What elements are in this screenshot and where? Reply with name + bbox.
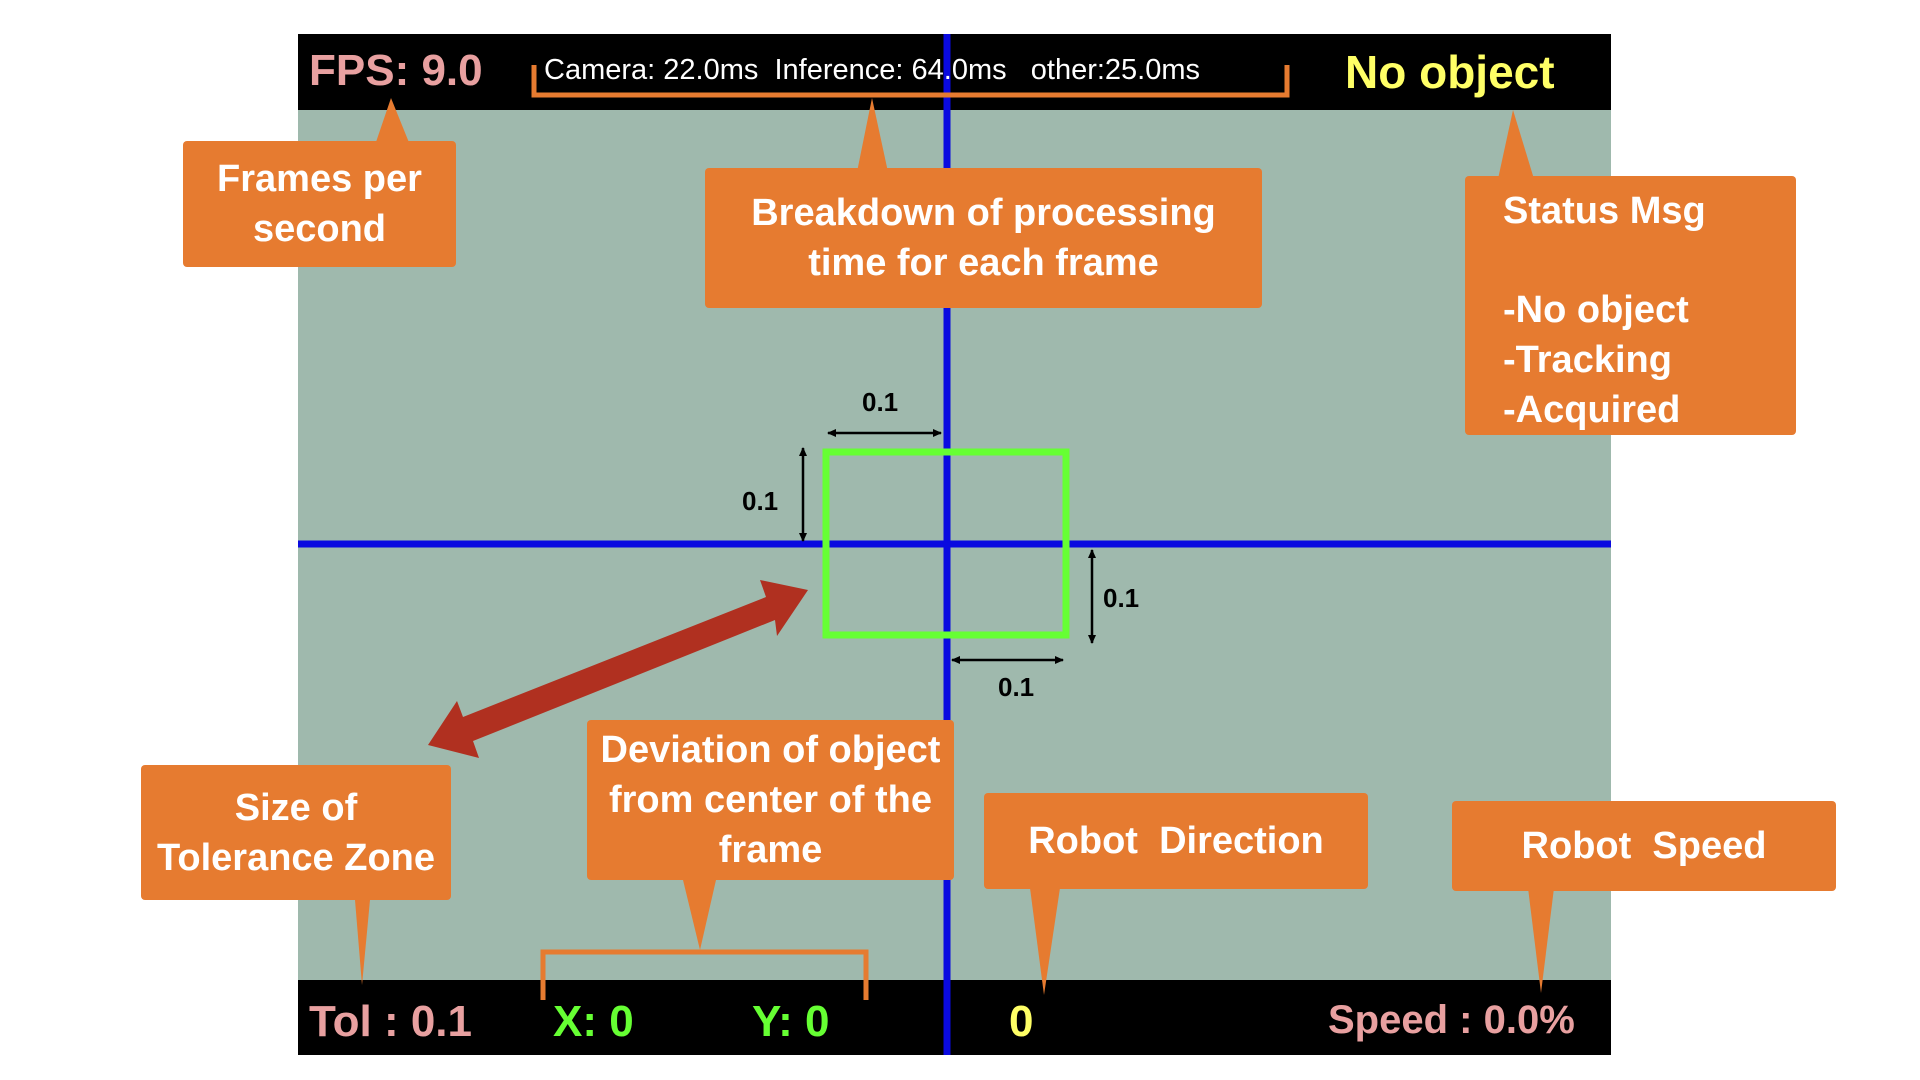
callout-status-item-tracking: -Tracking bbox=[1503, 335, 1672, 385]
callout-deviation-line2: from center of the bbox=[609, 775, 932, 825]
dim-label-bottom-right: 0.1 bbox=[998, 672, 1034, 703]
callout-speed-label: Robot Speed bbox=[1522, 821, 1767, 871]
callout-tolerance-line1: Size of bbox=[235, 783, 357, 833]
callout-status-title: Status Msg bbox=[1503, 186, 1706, 236]
callout-status-item-no-object: -No object bbox=[1503, 285, 1689, 335]
callout-breakdown-line1: Breakdown of processing bbox=[751, 188, 1216, 238]
pointer-fps bbox=[375, 98, 410, 145]
callout-fps-line1: Frames per bbox=[217, 154, 422, 204]
callout-status: Status Msg -No object -Tracking -Acquire… bbox=[1465, 176, 1796, 435]
pointer-speed bbox=[1528, 888, 1554, 993]
timing-readout: Camera: 22.0ms Inference: 64.0ms other:2… bbox=[544, 56, 1200, 85]
pointer-deviation bbox=[683, 880, 716, 950]
dim-label-top-left: 0.1 bbox=[862, 387, 898, 418]
status-readout: No object bbox=[1345, 49, 1555, 95]
callout-direction-label: Robot Direction bbox=[1028, 816, 1324, 866]
deviation-bracket bbox=[543, 952, 866, 1000]
callout-status-item-acquired: -Acquired bbox=[1503, 385, 1680, 435]
callout-tolerance: Size of Tolerance Zone bbox=[141, 765, 451, 900]
dim-label-right-bottom: 0.1 bbox=[1103, 583, 1139, 614]
callout-tolerance-line2: Tolerance Zone bbox=[157, 833, 435, 883]
dim-label-left-top: 0.1 bbox=[742, 486, 778, 517]
pointer-breakdown bbox=[857, 98, 888, 172]
callout-deviation-line1: Deviation of object bbox=[601, 725, 941, 775]
y-deviation-readout: Y: 0 bbox=[752, 1000, 829, 1044]
callout-deviation: Deviation of object from center of the f… bbox=[587, 720, 954, 880]
callout-fps-line2: second bbox=[253, 204, 386, 254]
fps-readout: FPS: 9.0 bbox=[309, 49, 483, 93]
callout-breakdown: Breakdown of processing time for each fr… bbox=[705, 168, 1262, 308]
pointer-status bbox=[1498, 110, 1534, 179]
tolerance-readout: Tol : 0.1 bbox=[309, 1000, 472, 1044]
speed-readout: Speed : 0.0% bbox=[1328, 1000, 1575, 1040]
callout-fps: Frames per second bbox=[183, 141, 456, 267]
x-deviation-readout: X: 0 bbox=[553, 1000, 634, 1044]
callout-speed: Robot Speed bbox=[1452, 801, 1836, 891]
direction-readout: 0 bbox=[1009, 1000, 1033, 1044]
callout-direction: Robot Direction bbox=[984, 793, 1368, 889]
callout-breakdown-line2: time for each frame bbox=[808, 238, 1159, 288]
pointer-tolerance bbox=[355, 900, 370, 985]
pointer-direction bbox=[1030, 888, 1060, 995]
callout-deviation-line3: frame bbox=[719, 825, 823, 875]
